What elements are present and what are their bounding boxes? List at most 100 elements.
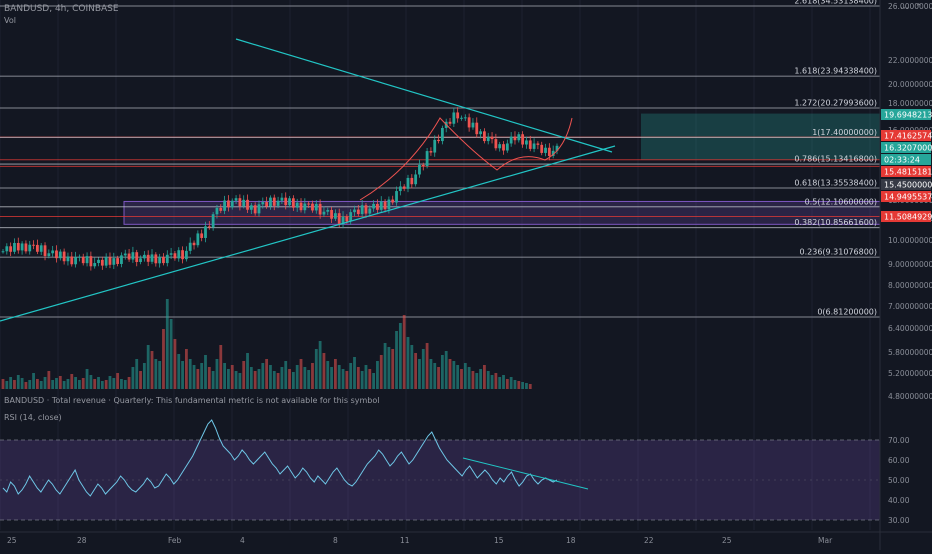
trendlines[interactable] (0, 38, 616, 322)
axis-tick-label: 22.00000000 (888, 56, 932, 65)
candle-body (326, 209, 330, 212)
volume-bar (93, 379, 97, 389)
rsi-axis-label: 60.00 (888, 456, 910, 465)
volume-bar (200, 363, 204, 389)
candle-body (55, 250, 58, 259)
volume-bar (276, 373, 280, 389)
volume-bar (146, 345, 150, 389)
ellipsis-icon[interactable]: ··· (900, 4, 909, 14)
rsi-axis-label: 50.00 (888, 476, 910, 485)
volume-bar (51, 380, 55, 389)
candle-body (460, 117, 463, 119)
consolidation-zone (123, 200, 881, 225)
date-tick-label: 15 (494, 536, 504, 545)
candle-body (314, 203, 318, 211)
volume-bar (376, 361, 379, 389)
volume-bar (1, 379, 5, 389)
candle-body (142, 254, 146, 259)
candle-body (418, 164, 421, 175)
volume-bar (177, 354, 181, 389)
axis-tick-label: 4.80000000 (888, 392, 932, 401)
price-tag: 19.69482137 (881, 109, 932, 120)
volume-bar (16, 375, 20, 389)
volume-bar (433, 363, 437, 389)
volume-bar (505, 379, 509, 389)
candle-body (452, 112, 456, 124)
volume-bar (150, 351, 154, 389)
volume-bar (437, 367, 440, 389)
volume-bar (135, 359, 139, 389)
volume-bar (78, 380, 81, 389)
volume-bar (341, 369, 345, 389)
grid (0, 0, 871, 530)
price-tag-text: 15.48151813 (884, 168, 932, 177)
volume-bar (521, 382, 525, 389)
candle-body (284, 197, 288, 206)
candle-body (360, 205, 364, 215)
volume-bar (47, 371, 51, 389)
candle-body (32, 244, 35, 246)
volume-bar (364, 365, 368, 389)
candle-body (215, 207, 219, 215)
volume-bar (9, 377, 13, 389)
candle-body (181, 250, 184, 260)
candle-body (467, 117, 471, 128)
candle-body (353, 209, 356, 213)
volume-bar (502, 375, 505, 389)
volume-bar (299, 359, 303, 389)
candle-body (364, 205, 368, 214)
price-tag-bg (881, 109, 931, 120)
candle-body (253, 205, 257, 214)
candle-body (192, 242, 196, 246)
volume-bar (326, 361, 330, 389)
projection-curve (359, 117, 573, 201)
volume-bar (291, 372, 295, 389)
volume-bar (249, 367, 253, 389)
volume-bar (395, 331, 398, 389)
candle-body (490, 136, 494, 140)
price-tag-text: 14.94955376 (884, 193, 932, 202)
price-tag-bg (881, 166, 931, 177)
volume-bar (20, 378, 24, 389)
candle-body (1, 251, 5, 253)
volume-bar (429, 359, 433, 389)
descending-trendline (235, 38, 613, 153)
volume-bar (471, 371, 475, 389)
volume-bar (112, 378, 116, 389)
candle-body (391, 199, 395, 203)
volume-bar (368, 369, 372, 389)
candle-body (525, 140, 528, 145)
volume-bar (475, 373, 479, 389)
candle-body (177, 250, 181, 259)
volume-bar (162, 329, 165, 389)
volume-bar (265, 359, 269, 389)
candle-body (81, 256, 85, 264)
volume-bar (421, 349, 425, 389)
volume-bar (242, 361, 246, 389)
ascending-trendline (0, 145, 616, 322)
rsi-axis-label: 70.00 (888, 436, 910, 445)
price-tag-text: 17.41625745 (884, 132, 932, 141)
candle-body (62, 251, 66, 262)
candle-body (437, 139, 440, 142)
volume-bar (196, 369, 200, 389)
candle-body (89, 256, 93, 267)
candle-body (521, 134, 525, 145)
date-tick-label: 25 (722, 536, 732, 545)
volume-bar (158, 361, 162, 389)
volume-bar (70, 374, 74, 389)
candle-body (123, 253, 127, 256)
chevron-icon[interactable]: ⌃ (915, 3, 923, 13)
axis-tick-label: 6.40000000 (888, 324, 932, 333)
volume-bar (62, 381, 66, 389)
candle-body (158, 256, 162, 264)
candle-body (383, 201, 387, 210)
candle-body (51, 250, 55, 254)
volume-bar (184, 349, 188, 389)
candle-body (100, 259, 104, 266)
candle-body (196, 233, 200, 246)
